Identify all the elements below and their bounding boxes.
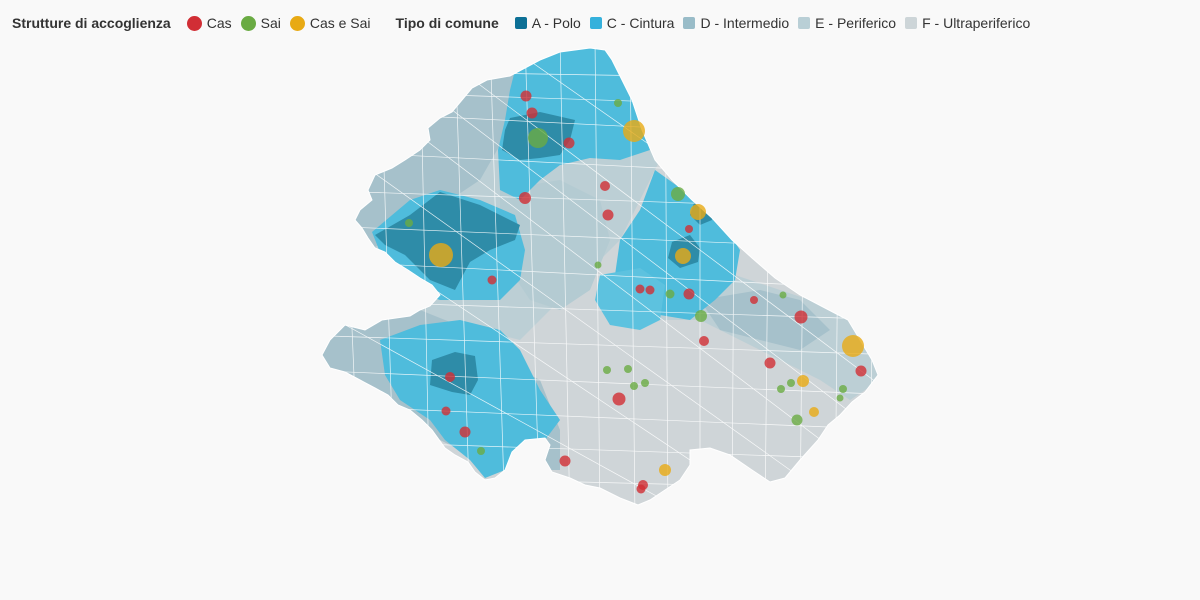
legend-label-periferico: E - Periferico xyxy=(815,15,897,31)
structures-legend: Strutture di accoglienza Cas Sai Cas e S… xyxy=(12,15,380,31)
ultraperiferico-swatch-icon xyxy=(905,17,918,29)
structures-legend-title: Strutture di accoglienza xyxy=(12,15,171,31)
legend-item-intermedio[interactable]: D - Intermedio xyxy=(683,15,789,31)
legend-item-polo[interactable]: A - Polo xyxy=(514,15,581,31)
intermedio-swatch-icon xyxy=(683,17,696,29)
cintura-area-avezzano[interactable] xyxy=(380,320,560,478)
marker-cas[interactable] xyxy=(635,284,645,294)
marker-cas[interactable] xyxy=(764,357,776,369)
marker-cas[interactable] xyxy=(612,392,626,406)
map-legend: Strutture di accoglienza Cas Sai Cas e S… xyxy=(12,12,1188,34)
marker-cas[interactable] xyxy=(685,225,693,233)
intermedio-area-central xyxy=(500,180,610,310)
legend-label-sai: Sai xyxy=(260,15,281,31)
comuni-layer xyxy=(322,48,878,505)
marker-cas-e-sai[interactable] xyxy=(797,375,809,387)
marker-cas[interactable] xyxy=(855,365,867,377)
marker-cas[interactable] xyxy=(699,336,709,346)
marker-sai[interactable] xyxy=(594,261,602,269)
marker-sai[interactable] xyxy=(836,394,844,402)
region-border xyxy=(321,47,879,506)
cintura-area-central-east[interactable] xyxy=(595,268,665,330)
marker-sai[interactable] xyxy=(695,310,707,322)
marker-cas[interactable] xyxy=(645,285,655,295)
marker-sai[interactable] xyxy=(791,414,803,426)
marker-sai[interactable] xyxy=(477,447,485,455)
marker-sai[interactable] xyxy=(671,187,685,201)
marker-cas-e-sai[interactable] xyxy=(842,335,864,357)
sai-dot-icon xyxy=(240,15,256,31)
legend-item-periferico[interactable]: E - Periferico xyxy=(798,15,896,31)
cas-e-sai-dot-icon xyxy=(289,15,305,31)
marker-cas[interactable] xyxy=(750,296,758,304)
legend-label-cintura: C - Cintura xyxy=(606,15,675,31)
legend-label-cas-e-sai: Cas e Sai xyxy=(309,15,371,31)
marker-cas[interactable] xyxy=(602,209,614,221)
marker-sai[interactable] xyxy=(779,291,787,299)
marker-sai[interactable] xyxy=(528,128,548,148)
legend-label-intermedio: D - Intermedio xyxy=(700,15,790,31)
marker-cas-e-sai[interactable] xyxy=(690,204,706,220)
legend-label-ultraperiferico: F - Ultraperiferico xyxy=(922,15,1031,31)
legend-label-polo: A - Polo xyxy=(531,15,581,31)
marker-sai[interactable] xyxy=(614,99,622,107)
legend-label-cas: Cas xyxy=(206,15,232,31)
marker-cas[interactable] xyxy=(520,90,532,102)
marker-cas[interactable] xyxy=(441,406,451,416)
marker-cas-e-sai[interactable] xyxy=(675,248,691,264)
marker-sai[interactable] xyxy=(405,219,413,227)
marker-cas[interactable] xyxy=(563,137,575,149)
marker-cas[interactable] xyxy=(526,107,538,119)
marker-cas-e-sai[interactable] xyxy=(659,464,671,476)
marker-sai[interactable] xyxy=(624,365,632,373)
legend-item-cintura[interactable]: C - Cintura xyxy=(589,15,675,31)
marker-cas[interactable] xyxy=(794,310,808,324)
legend-item-ultraperiferico[interactable]: F - Ultraperiferico xyxy=(905,15,1030,31)
cas-dot-icon xyxy=(186,15,202,31)
marker-cas-e-sai[interactable] xyxy=(623,120,645,142)
comune-type-legend-title: Tipo di comune xyxy=(395,15,499,31)
marker-cas[interactable] xyxy=(683,288,695,300)
marker-cas[interactable] xyxy=(487,275,497,285)
polo-swatch-icon xyxy=(514,17,527,29)
legend-item-cas-e-sai[interactable]: Cas e Sai xyxy=(289,15,371,31)
marker-sai[interactable] xyxy=(787,379,795,387)
marker-sai[interactable] xyxy=(839,385,847,393)
marker-cas[interactable] xyxy=(519,192,531,204)
structure-markers xyxy=(405,90,867,494)
marker-cas-e-sai[interactable] xyxy=(429,243,453,267)
marker-cas[interactable] xyxy=(600,181,610,191)
marker-sai[interactable] xyxy=(630,382,638,390)
marker-cas[interactable] xyxy=(559,455,571,467)
periferico-swatch-icon xyxy=(798,17,811,29)
marker-sai[interactable] xyxy=(641,379,649,387)
intermedio-area-chieti xyxy=(700,290,830,350)
marker-sai[interactable] xyxy=(603,366,611,374)
marker-cas-e-sai[interactable] xyxy=(809,407,819,417)
legend-item-sai[interactable]: Sai xyxy=(240,15,281,31)
marker-cas[interactable] xyxy=(445,372,455,382)
marker-cas[interactable] xyxy=(459,426,471,438)
marker-sai[interactable] xyxy=(665,289,675,299)
legend-item-cas[interactable]: Cas xyxy=(186,15,232,31)
polo-area-laquila[interactable] xyxy=(375,192,520,290)
marker-sai[interactable] xyxy=(777,385,785,393)
cintura-swatch-icon xyxy=(589,17,602,29)
comune-type-legend: Tipo di comune A - Polo C - Cintura D - … xyxy=(396,15,1040,31)
marker-cas[interactable] xyxy=(636,484,646,494)
